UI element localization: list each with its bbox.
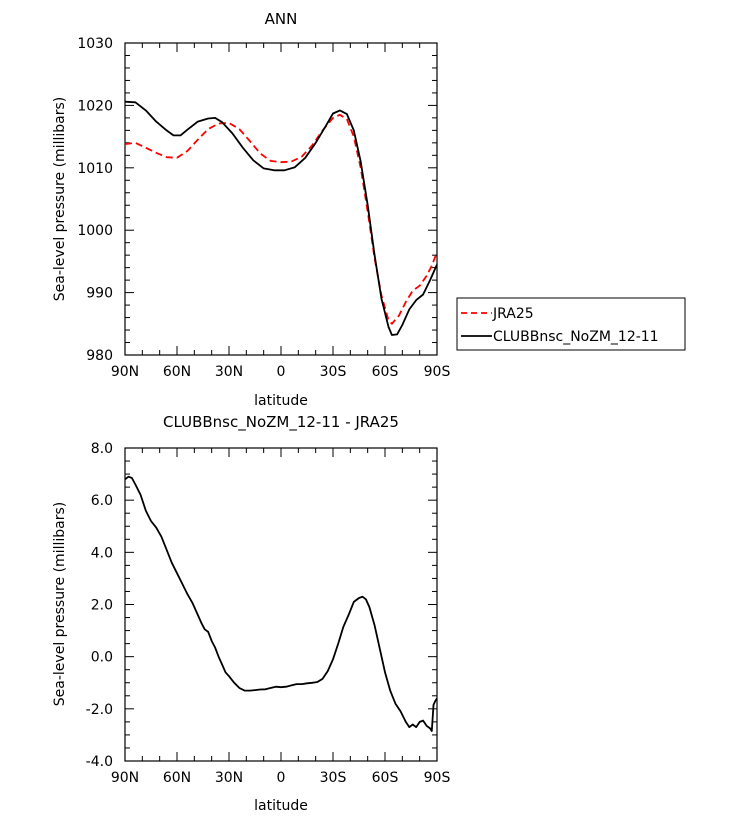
legend-label-jra25: JRA25 — [492, 306, 534, 322]
top-y-axis-label: Sea-level pressure (millibars) — [52, 97, 68, 301]
bottom-x-tick-label: 60N — [163, 770, 191, 786]
bottom-y-axis-label: Sea-level pressure (millibars) — [52, 502, 68, 706]
top-panel: ANN 90N 60N 30N 0 30S 60S 90S 980 990 1000 1010 102… — [52, 10, 686, 409]
top-x-tick-label: 90N — [111, 364, 139, 380]
bottom-y-tick-label: 8.0 — [91, 441, 113, 457]
bottom-x-tick-label: 90N — [111, 770, 139, 786]
bottom-panel: CLUBBnsc_NoZM_12-11 - JRA25 90N 60N 30N 0 30… — [52, 413, 450, 814]
top-y-tick-label: 1020 — [77, 98, 113, 114]
top-y-tick-label: 980 — [86, 348, 113, 364]
top-series-line-2 — [124, 100, 438, 336]
legend: JRA25 CLUBBnsc_NoZM_12-11 — [456, 297, 686, 351]
top-series-line-1 — [124, 113, 438, 325]
top-y-tick-label: 1010 — [77, 161, 113, 177]
top-x-tick-label: 60S — [372, 364, 399, 380]
bottom-y-tick-label: 2.0 — [91, 598, 113, 614]
bottom-x-axis-label: latitude — [254, 798, 308, 814]
top-x-tick-label: 30N — [215, 364, 243, 380]
bottom-tick-labels: 90N 60N 30N 0 30S 60S 90S -4.0 -2.0 0.0 2.0 4.0 6.0 8… — [86, 441, 451, 786]
top-y-tick-label: 1000 — [77, 223, 113, 239]
bottom-y-tick-label: -4.0 — [86, 754, 113, 770]
bottom-y-tick-label: 6.0 — [91, 493, 113, 509]
bottom-series-line-1 — [124, 475, 438, 732]
bottom-y-tick-label: 4.0 — [91, 545, 113, 561]
top-y-tick-label: 990 — [86, 286, 113, 302]
top-tick-labels: 90N 60N 30N 0 30S 60S 90S 980 990 1000 1010 1020 103… — [77, 36, 450, 380]
legend-box — [456, 297, 686, 351]
legend-label-clubb: CLUBBnsc_NoZM_12-11 — [493, 329, 659, 345]
bottom-ticks — [124, 447, 438, 762]
top-ticks — [124, 42, 438, 356]
top-x-tick-label: 30S — [320, 364, 347, 380]
bottom-x-tick-label: 30N — [215, 770, 243, 786]
top-title: ANN — [265, 10, 298, 28]
bottom-title: CLUBBnsc_NoZM_12-11 - JRA25 — [163, 413, 399, 432]
top-series-lines — [124, 100, 438, 336]
bottom-x-tick-label: 0 — [277, 770, 286, 786]
bottom-x-tick-label: 60S — [372, 770, 399, 786]
bottom-y-tick-label: -2.0 — [86, 702, 113, 718]
bottom-x-tick-label: 90S — [424, 770, 451, 786]
top-y-tick-label: 1030 — [77, 36, 113, 52]
top-x-tick-label: 0 — [277, 364, 286, 380]
top-x-axis-label: latitude — [254, 393, 308, 409]
top-x-tick-label: 60N — [163, 364, 191, 380]
bottom-x-tick-label: 30S — [320, 770, 347, 786]
bottom-y-tick-label: 0.0 — [91, 650, 113, 666]
top-x-tick-label: 90S — [424, 364, 451, 380]
bottom-plot-frame — [124, 447, 438, 762]
top-plot-frame — [124, 42, 438, 356]
bottom-series-lines — [124, 475, 438, 732]
